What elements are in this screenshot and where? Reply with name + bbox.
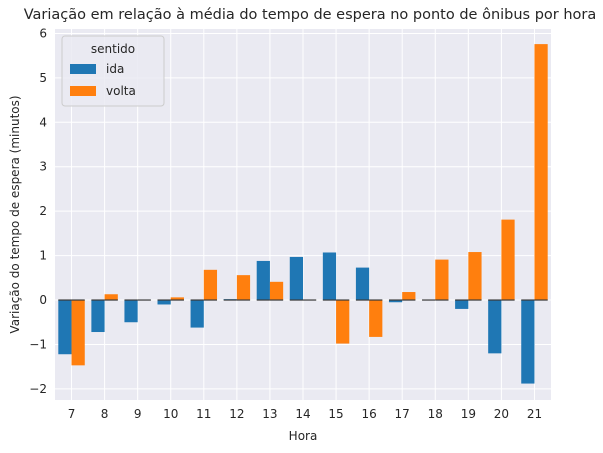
bars — [58, 44, 548, 384]
bar-ida — [190, 300, 204, 328]
bar-ida — [455, 300, 469, 309]
bar-ida — [91, 300, 105, 333]
x-tick-label: 9 — [134, 407, 142, 421]
y-tick-label: −2 — [29, 382, 47, 396]
x-axis-label: Hora — [289, 429, 318, 443]
x-axis-ticks: 7 8 9 10 11 12 13 14 15 16 17 18 19 20 21 — [68, 407, 542, 421]
legend-swatch-ida — [70, 64, 96, 74]
chart-title: Variação em relação à média do tempo de … — [24, 7, 597, 23]
bar-volta — [236, 275, 251, 301]
bar-volta — [534, 44, 548, 301]
x-tick-label: 13 — [262, 407, 277, 421]
y-axis-ticks: −2 −1 0 1 2 3 4 5 6 — [29, 26, 47, 395]
x-tick-label: 8 — [101, 407, 109, 421]
legend-title: sentido — [91, 42, 135, 56]
y-tick-label: −1 — [29, 337, 47, 351]
bar-volta — [269, 281, 284, 301]
bar-ida — [521, 300, 535, 384]
bar-volta — [501, 219, 515, 301]
bar-volta — [369, 300, 383, 337]
bar-ida — [355, 267, 370, 301]
x-tick-label: 11 — [196, 407, 211, 421]
bar-volta — [435, 259, 449, 301]
bar-volta — [104, 294, 118, 301]
bar-volta — [170, 297, 184, 301]
bar-ida — [322, 252, 337, 301]
y-tick-label: 5 — [39, 71, 47, 85]
legend-label-volta: volta — [106, 84, 136, 98]
x-tick-label: 12 — [229, 407, 244, 421]
bar-ida — [256, 260, 270, 301]
legend-swatch-volta — [70, 86, 96, 96]
x-tick-label: 21 — [527, 407, 542, 421]
bar-ida — [488, 300, 502, 354]
bar-volta — [336, 300, 350, 344]
y-tick-label: 3 — [39, 160, 47, 174]
x-tick-label: 10 — [163, 407, 178, 421]
y-tick-label: 1 — [39, 249, 47, 263]
y-axis-label: Variação do tempo de espera (minutos) — [8, 95, 22, 333]
x-tick-label: 19 — [461, 407, 476, 421]
x-tick-label: 14 — [295, 407, 310, 421]
x-tick-label: 20 — [494, 407, 509, 421]
x-tick-label: 18 — [428, 407, 443, 421]
bar-volta — [71, 300, 85, 366]
y-tick-label: 4 — [39, 115, 47, 129]
bar-ida — [124, 300, 138, 323]
x-tick-label: 16 — [361, 407, 376, 421]
bar-volta — [402, 292, 416, 301]
x-tick-label: 17 — [395, 407, 410, 421]
bar-ida — [289, 256, 303, 301]
bar-ida — [58, 300, 72, 355]
bar-volta — [203, 269, 218, 301]
legend: sentido ida volta — [61, 35, 165, 107]
y-tick-label: 2 — [39, 204, 47, 218]
bar-ida — [157, 300, 171, 305]
legend-label-ida: ida — [106, 62, 124, 76]
y-tick-label: 6 — [39, 26, 47, 40]
x-tick-label: 7 — [68, 407, 76, 421]
x-tick-label: 15 — [328, 407, 343, 421]
y-tick-label: 0 — [39, 293, 47, 307]
bar-ida — [388, 300, 403, 303]
bar-volta — [468, 252, 482, 301]
